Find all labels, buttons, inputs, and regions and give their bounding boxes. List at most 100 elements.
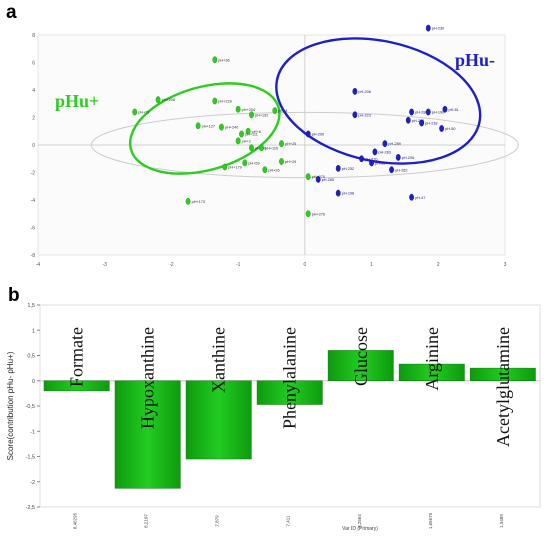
point-label: pH+192 xyxy=(255,113,268,117)
data-point xyxy=(359,155,364,163)
point-label: pH-262 xyxy=(395,168,407,172)
point-label: pH+2 xyxy=(242,139,251,143)
data-point xyxy=(235,137,241,145)
bar-label: Acetylglutamine xyxy=(493,327,513,447)
x-tick-label: 8,2107 xyxy=(144,514,149,528)
data-point xyxy=(249,111,254,119)
x-tick-label: -1 xyxy=(236,262,241,268)
data-point xyxy=(315,175,321,183)
data-point xyxy=(372,148,378,156)
data-point xyxy=(419,119,425,127)
point-label: pH-205 xyxy=(412,119,424,123)
y-tick-label: -4 xyxy=(31,198,36,204)
y-tick-label: -2 xyxy=(31,171,36,177)
point-label: pH-230 xyxy=(432,27,444,31)
point-label: pH-218 xyxy=(425,122,437,126)
data-point xyxy=(352,111,358,119)
data-point xyxy=(382,140,388,148)
data-point xyxy=(335,164,341,172)
point-label: pH-290 xyxy=(312,133,324,137)
point-label: pH+25 xyxy=(285,142,296,146)
data-point xyxy=(389,166,394,174)
data-point xyxy=(239,130,244,138)
data-point xyxy=(305,210,311,218)
y-tick-label: -1 xyxy=(30,429,35,435)
score-scatter-plot: -4 -3 -2 -1 0 1 2 3 8 6 4 2 0 -2 -4 -6 -8 pH+36 pH+208 pH+7… xyxy=(31,24,519,268)
point-label: pH-198 xyxy=(342,192,354,196)
point-label: pH+173 xyxy=(192,200,205,204)
x-tick-label: 7,879 xyxy=(215,515,220,527)
data-point xyxy=(442,105,448,113)
data-point xyxy=(405,116,411,124)
bar xyxy=(398,363,465,381)
data-point xyxy=(279,158,284,165)
bar-label: Xanthine xyxy=(209,327,229,393)
y-tick-label: 2 xyxy=(32,116,35,122)
x-tick-label: 3 xyxy=(504,262,507,268)
panel-b-label: b xyxy=(8,285,20,306)
x-tick-label: 0 xyxy=(303,262,306,268)
point-label: pH-206 xyxy=(402,156,414,160)
bar xyxy=(43,380,110,392)
group-ellipse-phu-minus xyxy=(275,37,482,165)
y-tick-label: 0 xyxy=(32,143,35,149)
y-tick-label: 8 xyxy=(32,33,35,39)
y-tick-label: -6 xyxy=(31,226,36,232)
point-label: pH+36 xyxy=(218,58,229,62)
x-tick-label: 8,46295 xyxy=(73,512,78,529)
x-tick-label: 1,65675 xyxy=(428,512,433,529)
data-point xyxy=(409,108,414,116)
data-point xyxy=(395,153,401,161)
point-label: pH+204 xyxy=(242,108,255,112)
data-point xyxy=(245,127,251,135)
point-label: pH-280 xyxy=(415,111,427,115)
point-label: pH+116 xyxy=(265,146,278,150)
y-tick-label: -2,5 xyxy=(26,505,35,511)
point-label: pH+276 xyxy=(312,212,325,216)
data-point xyxy=(305,173,311,181)
x-tick-label: -3 xyxy=(102,262,107,268)
x-axis-label: Var ID (Primary) xyxy=(342,526,378,532)
data-point xyxy=(305,130,311,138)
data-point xyxy=(249,144,254,152)
data-point xyxy=(259,144,264,152)
bar-label: Arginine xyxy=(422,327,442,391)
data-point xyxy=(219,123,224,131)
data-point xyxy=(155,96,161,104)
contribution-bar-chart: 1,5 1 0,5 0 -0,5 -1 -1,5 -2 -2,5 Score(contributi… xyxy=(6,303,541,532)
x-tick-label: 1 xyxy=(370,262,373,268)
point-label: pH-50 xyxy=(445,127,455,131)
data-point xyxy=(409,193,414,201)
data-point xyxy=(425,108,431,116)
point-label: pH+179 xyxy=(228,166,241,170)
data-point xyxy=(369,159,374,167)
y-tick-label: 1,5 xyxy=(27,303,35,309)
bar xyxy=(185,380,252,460)
data-point xyxy=(242,159,248,167)
data-point xyxy=(352,87,358,95)
bar xyxy=(114,380,181,489)
data-point xyxy=(185,197,191,205)
data-point xyxy=(222,163,228,171)
y-tick-label: -2 xyxy=(30,480,35,486)
y-axis-label: Score(contribution pHu- pHu+) xyxy=(6,351,15,460)
bar xyxy=(256,380,323,405)
y-tick-label: 0,5 xyxy=(27,354,35,360)
point-label: pH+78 xyxy=(138,111,149,115)
y-tick-label: 4 xyxy=(32,88,35,94)
bar-label: Glucose xyxy=(351,327,371,386)
point-label: pH-61 xyxy=(448,108,458,112)
bar xyxy=(327,350,394,381)
data-point xyxy=(132,108,138,116)
data-point xyxy=(235,105,241,113)
x-tick-label: -2 xyxy=(169,262,174,268)
point-label: pH-283 xyxy=(378,150,390,154)
point-label: pH+26 xyxy=(268,168,279,172)
data-point xyxy=(272,107,278,115)
point-label: pH+208 xyxy=(162,98,175,102)
y-tick-label: 1 xyxy=(32,328,35,334)
point-label: pH+111 xyxy=(245,133,258,137)
data-point xyxy=(439,125,445,132)
y-tick-label: -8 xyxy=(31,253,36,259)
point-label: pH-223 xyxy=(358,113,370,117)
